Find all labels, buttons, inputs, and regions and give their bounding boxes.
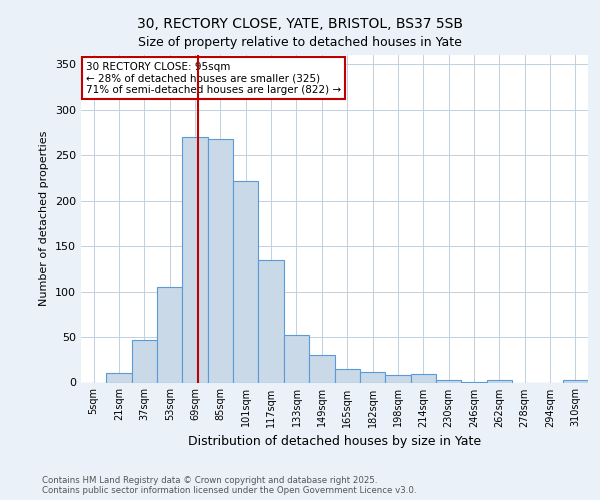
Bar — [259, 260, 284, 382]
Text: Contains HM Land Registry data © Crown copyright and database right 2025.
Contai: Contains HM Land Registry data © Crown c… — [42, 476, 416, 495]
X-axis label: Distribution of detached houses by size in Yate: Distribution of detached houses by size … — [188, 435, 481, 448]
Bar — [208, 138, 233, 382]
Bar — [132, 340, 157, 382]
Y-axis label: Number of detached properties: Number of detached properties — [40, 131, 49, 306]
Bar — [157, 287, 182, 382]
Bar — [106, 374, 132, 382]
Text: Size of property relative to detached houses in Yate: Size of property relative to detached ho… — [138, 36, 462, 49]
Bar — [563, 380, 588, 382]
Bar — [233, 180, 259, 382]
Text: 30, RECTORY CLOSE, YATE, BRISTOL, BS37 5SB: 30, RECTORY CLOSE, YATE, BRISTOL, BS37 5… — [137, 18, 463, 32]
Bar — [436, 380, 461, 382]
Bar — [487, 380, 512, 382]
Bar — [410, 374, 436, 382]
Bar — [182, 137, 208, 382]
Bar — [309, 355, 335, 382]
Bar — [385, 375, 410, 382]
Bar — [335, 369, 360, 382]
Text: 30 RECTORY CLOSE: 95sqm
← 28% of detached houses are smaller (325)
71% of semi-d: 30 RECTORY CLOSE: 95sqm ← 28% of detache… — [86, 62, 341, 95]
Bar — [360, 372, 385, 382]
Bar — [284, 335, 309, 382]
